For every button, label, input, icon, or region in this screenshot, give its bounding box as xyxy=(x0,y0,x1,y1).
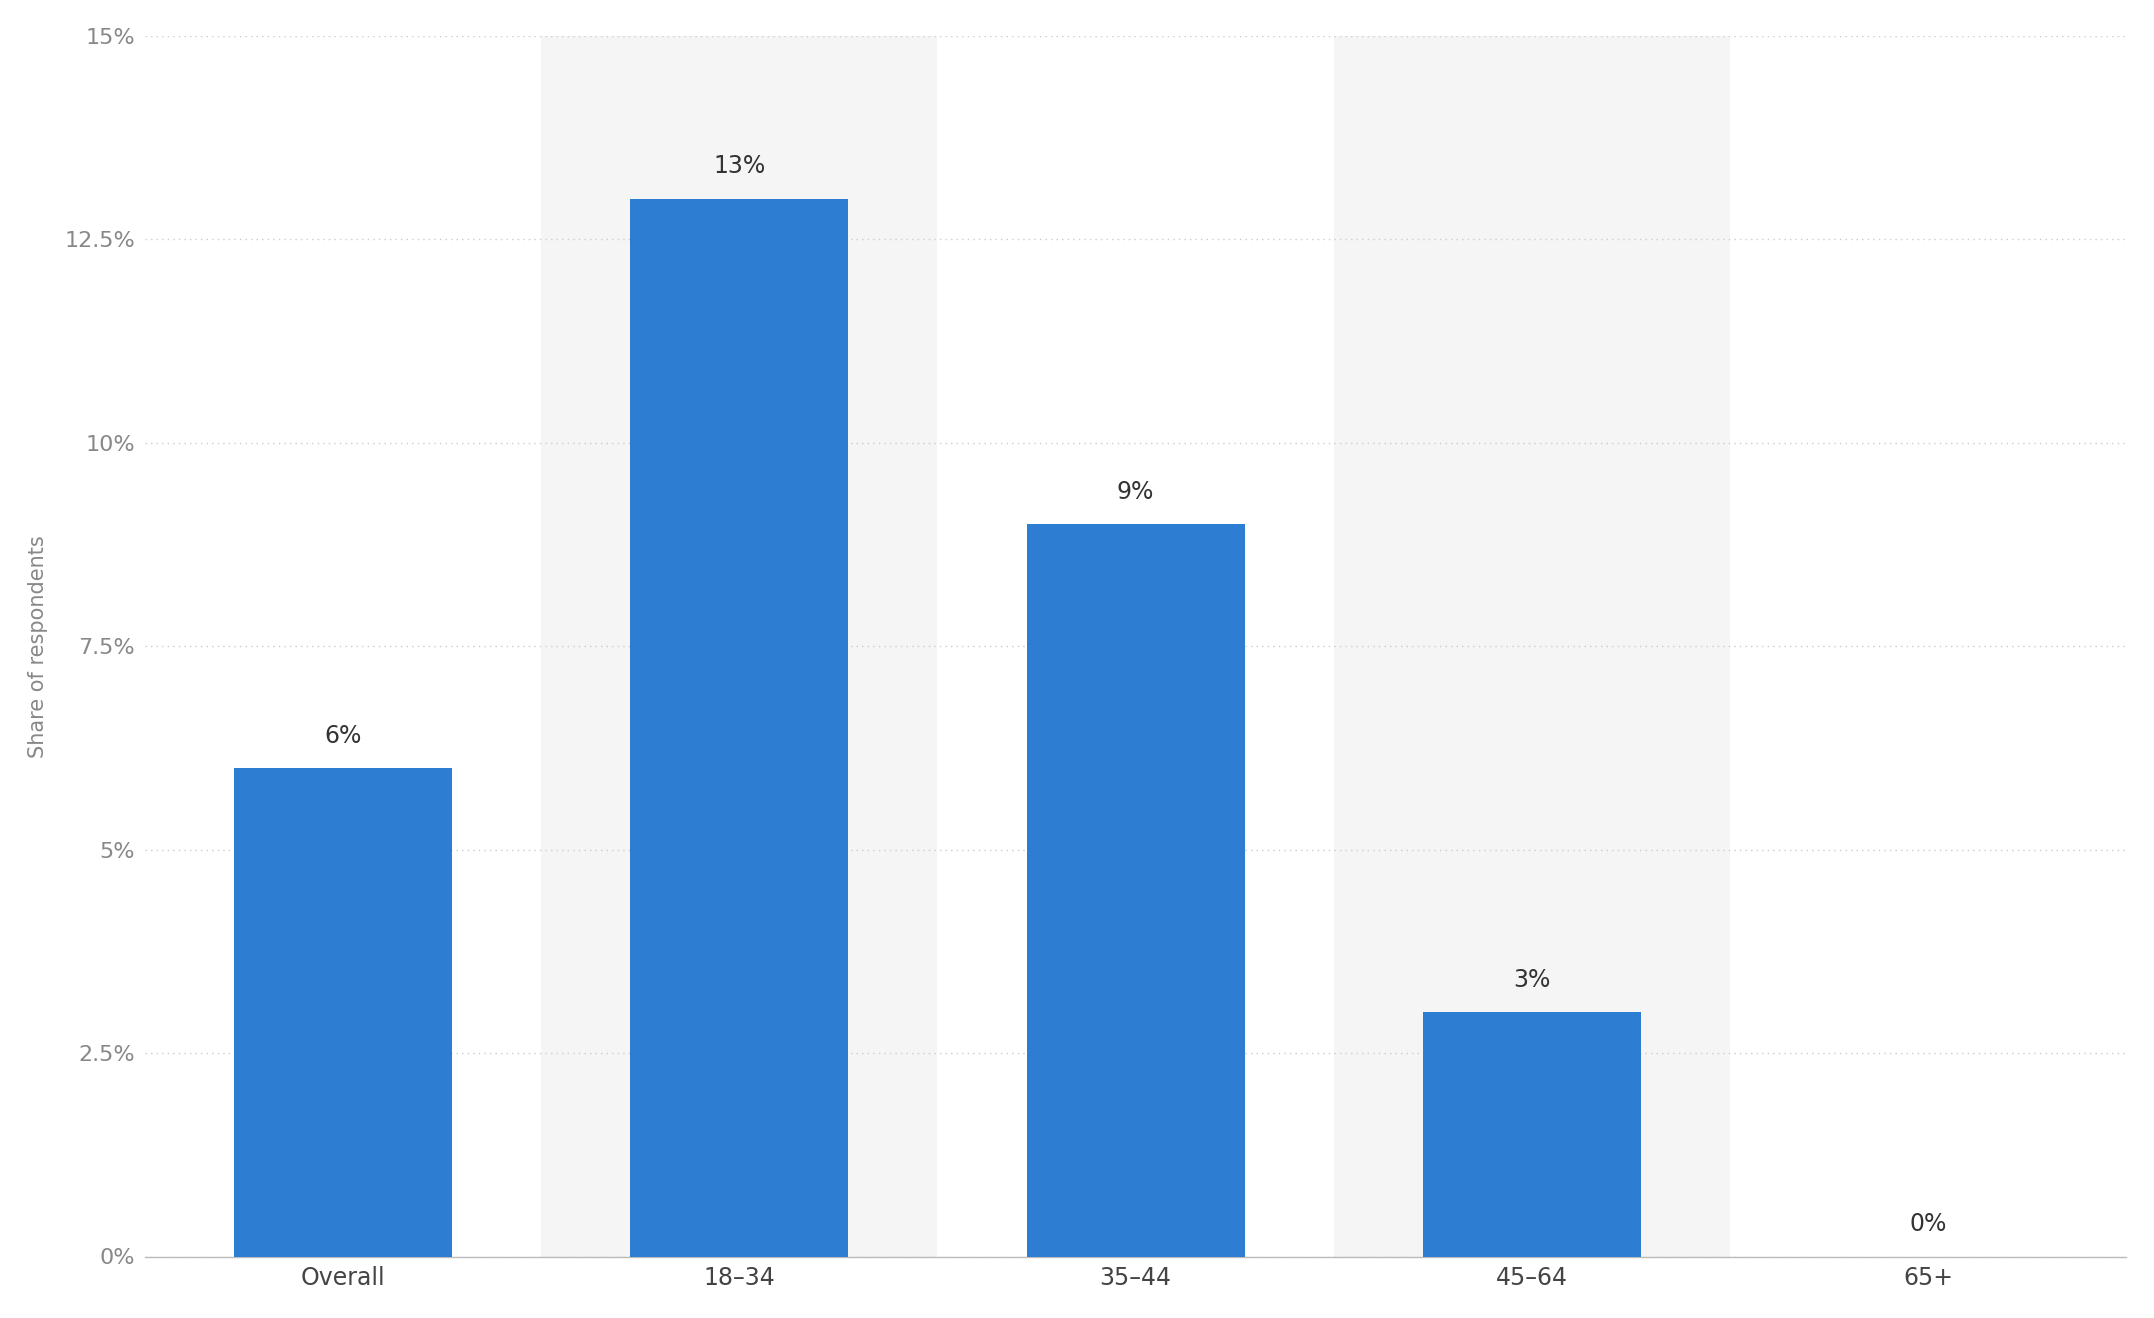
Text: 3%: 3% xyxy=(1512,967,1551,992)
Bar xyxy=(1333,36,1730,1256)
Text: 13%: 13% xyxy=(713,154,765,178)
Bar xyxy=(937,36,1333,1256)
Y-axis label: Share of respondents: Share of respondents xyxy=(28,535,47,758)
Bar xyxy=(541,36,937,1256)
Bar xyxy=(235,768,452,1256)
Text: 0%: 0% xyxy=(1908,1213,1947,1236)
Bar xyxy=(144,36,541,1256)
Text: 6%: 6% xyxy=(325,724,362,747)
Bar xyxy=(631,199,849,1256)
Bar xyxy=(1424,1012,1641,1256)
Text: 9%: 9% xyxy=(1118,480,1155,503)
Bar xyxy=(1027,525,1245,1256)
Bar xyxy=(1730,36,2126,1256)
